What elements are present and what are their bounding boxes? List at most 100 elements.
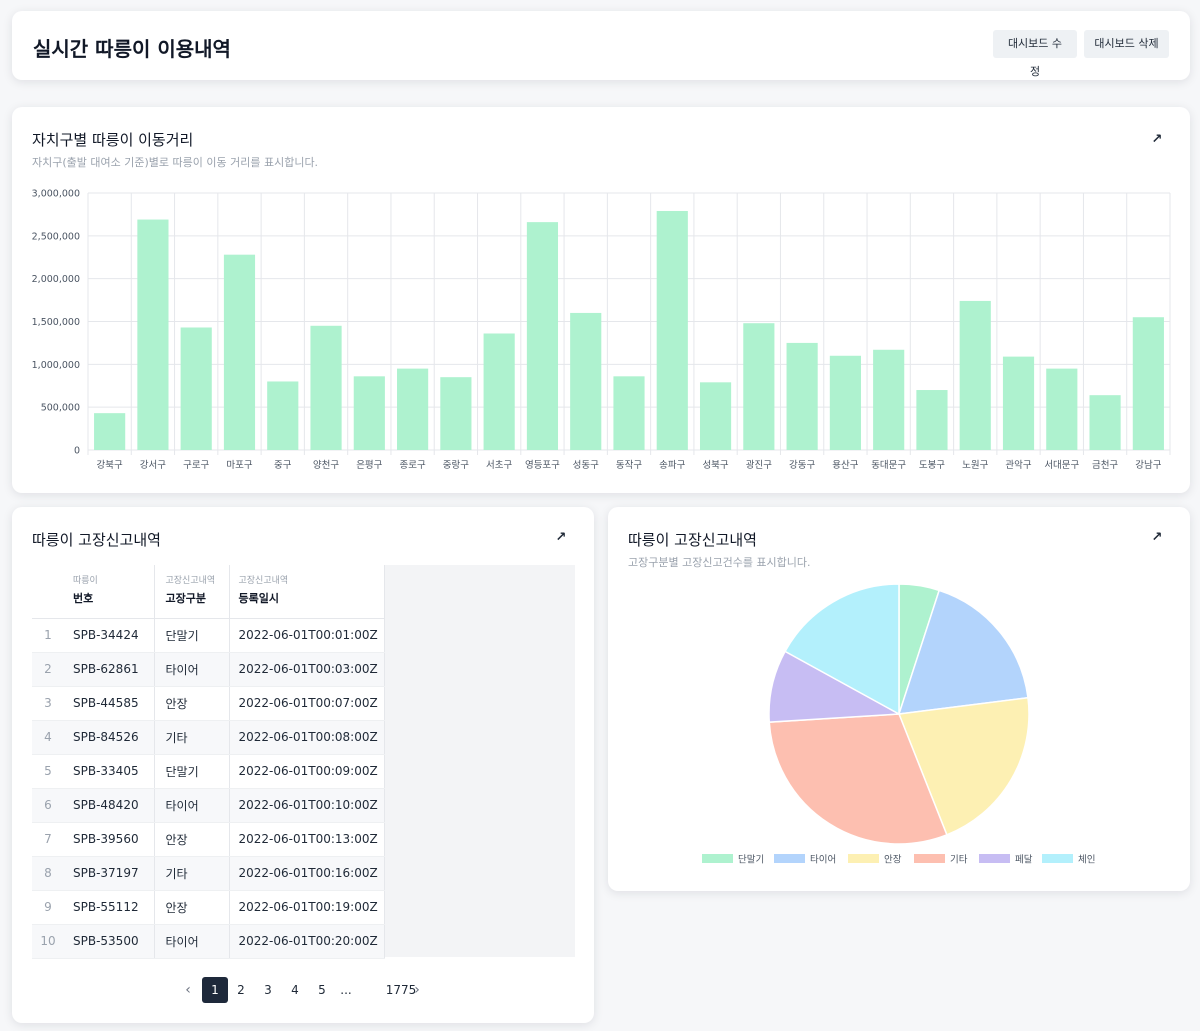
expand-arrow-icon[interactable]: ↗ <box>555 530 567 545</box>
page-button[interactable]: 1775 <box>385 983 417 997</box>
x-tick-label: 동작구 <box>616 460 642 471</box>
column-label: 등록일시 <box>238 592 279 605</box>
x-tick-label: 영등포구 <box>525 460 560 471</box>
legend-label[interactable]: 안장 <box>884 855 902 866</box>
column-group-label: 따릉이 <box>73 576 98 586</box>
bar[interactable] <box>1002 356 1035 450</box>
registered-at-cell: 2022-06-01T00:01:00Z <box>229 618 385 653</box>
table-row[interactable]: 10 SPB-53500 타이어 2022-06-01T00:20:00Z <box>32 924 385 959</box>
legend-swatch <box>848 854 879 863</box>
bar[interactable] <box>94 413 126 450</box>
bar[interactable] <box>699 382 732 450</box>
pie-chart-title: 따릉이 고장신고내역 <box>628 531 757 549</box>
page-button[interactable]: ... <box>340 983 352 997</box>
bar-chart: 0 500,000 1,000,000 1,500,000 2,000,000 2,500… <box>32 189 1171 471</box>
bar[interactable] <box>916 390 948 450</box>
fault-type-cell: 기타 <box>154 856 230 891</box>
table-row[interactable]: 3 SPB-44585 안장 2022-06-01T00:07:00Z <box>32 686 385 721</box>
chevron-left-icon[interactable]: ‹ <box>185 982 191 998</box>
bar[interactable] <box>180 327 212 450</box>
x-tick-label: 서초구 <box>486 460 512 471</box>
bar[interactable] <box>223 254 256 450</box>
pie-slice[interactable] <box>897 589 1029 715</box>
bar[interactable] <box>829 355 861 450</box>
bar[interactable] <box>656 210 688 450</box>
bar-chart-title: 자치구별 따릉이 이동거리 <box>32 131 194 149</box>
page-button[interactable]: 5 <box>318 983 326 997</box>
bike-number-cell: SPB-55112 <box>64 890 155 925</box>
bar[interactable] <box>397 368 429 450</box>
registered-at-cell: 2022-06-01T00:10:00Z <box>229 788 385 823</box>
bar[interactable] <box>743 323 775 450</box>
page-button[interactable]: 3 <box>264 983 272 997</box>
bike-number-cell: SPB-37197 <box>64 856 155 891</box>
y-tick-label: 3,000,000 <box>32 189 80 200</box>
column-header-bike-number[interactable]: 따릉이 번호 <box>64 565 155 619</box>
fault-type-cell: 안장 <box>154 822 230 857</box>
registered-at-cell: 2022-06-01T00:08:00Z <box>229 720 385 755</box>
y-tick-label: 500,000 <box>41 403 80 414</box>
bar[interactable] <box>353 376 385 450</box>
x-tick-label: 중구 <box>274 460 292 471</box>
row-index: 10 <box>32 924 64 959</box>
expand-arrow-icon[interactable]: ↗ <box>1151 132 1163 147</box>
row-index: 5 <box>32 754 64 789</box>
bar[interactable] <box>1046 368 1078 450</box>
edit-dashboard-button[interactable]: 대시보드 수정 <box>993 30 1077 78</box>
bar[interactable] <box>483 333 515 450</box>
column-header-fault-type[interactable]: 고장신고내역 고장구분 <box>154 565 230 619</box>
pie-slice[interactable] <box>784 583 900 716</box>
fault-type-cell: 타이어 <box>154 924 230 959</box>
expand-arrow-icon[interactable]: ↗ <box>1151 530 1163 545</box>
bar[interactable] <box>570 312 602 450</box>
x-tick-label: 송파구 <box>659 460 685 471</box>
bar[interactable] <box>526 222 559 450</box>
row-index: 6 <box>32 788 64 823</box>
table-row[interactable]: 1 SPB-34424 단말기 2022-06-01T00:01:00Z <box>32 618 385 653</box>
page-button[interactable]: 4 <box>291 983 299 997</box>
legend-label[interactable]: 타이어 <box>810 855 836 866</box>
column-header-registered-at[interactable]: 고장신고내역 등록일시 <box>229 565 385 619</box>
index-column-header <box>32 565 64 619</box>
bar[interactable] <box>137 219 169 450</box>
table-row[interactable]: 8 SPB-37197 기타 2022-06-01T00:16:00Z <box>32 856 385 891</box>
bar[interactable] <box>1132 317 1164 450</box>
pie-chart-subtitle: 고장구분별 고장신고건수를 표시합니다. <box>628 556 811 569</box>
row-index: 3 <box>32 686 64 721</box>
bar[interactable] <box>613 376 645 450</box>
bike-number-cell: SPB-48420 <box>64 788 155 823</box>
table-header-row: 따릉이 번호 고장신고내역 고장구분 고장신고내역 등록일시 <box>32 565 385 619</box>
column-label: 번호 <box>73 592 94 605</box>
x-tick-label: 강남구 <box>1135 460 1161 471</box>
legend-label[interactable]: 페달 <box>1015 854 1033 866</box>
pie-slice[interactable] <box>768 713 948 845</box>
bar[interactable] <box>959 300 991 450</box>
bar[interactable] <box>1089 395 1121 450</box>
bar[interactable] <box>267 381 299 450</box>
table-row[interactable]: 6 SPB-48420 타이어 2022-06-01T00:10:00Z <box>32 788 385 823</box>
chevron-right-icon[interactable]: › <box>414 982 420 998</box>
table-row[interactable]: 4 SPB-84526 기타 2022-06-01T00:08:00Z <box>32 720 385 755</box>
bar[interactable] <box>440 377 472 450</box>
table-row[interactable]: 7 SPB-39560 안장 2022-06-01T00:13:00Z <box>32 822 385 857</box>
table-row[interactable]: 9 SPB-55112 안장 2022-06-01T00:19:00Z <box>32 890 385 925</box>
fault-type-cell: 안장 <box>154 890 230 925</box>
column-group-label: 고장신고내역 <box>238 576 289 586</box>
delete-dashboard-button[interactable]: 대시보드 삭제 <box>1084 30 1169 58</box>
bar[interactable] <box>786 342 818 450</box>
pie-slice[interactable] <box>897 696 1030 836</box>
legend-label[interactable]: 기타 <box>950 855 968 866</box>
table-row[interactable]: 2 SPB-62861 타이어 2022-06-01T00:03:00Z <box>32 652 385 687</box>
table-row[interactable]: 5 SPB-33405 단말기 2022-06-01T00:09:00Z <box>32 754 385 789</box>
row-index: 9 <box>32 890 64 925</box>
page-button[interactable]: 1 <box>202 977 228 1003</box>
x-tick-label: 은평구 <box>356 460 382 471</box>
y-tick-label: 2,500,000 <box>32 231 80 242</box>
page-button[interactable]: 2 <box>237 983 245 997</box>
legend-label[interactable]: 체인 <box>1078 855 1095 866</box>
legend-swatch <box>1042 854 1073 863</box>
bar[interactable] <box>873 349 905 450</box>
bar[interactable] <box>310 325 342 450</box>
legend-label[interactable]: 단말기 <box>738 854 764 866</box>
registered-at-cell: 2022-06-01T00:20:00Z <box>229 924 385 959</box>
